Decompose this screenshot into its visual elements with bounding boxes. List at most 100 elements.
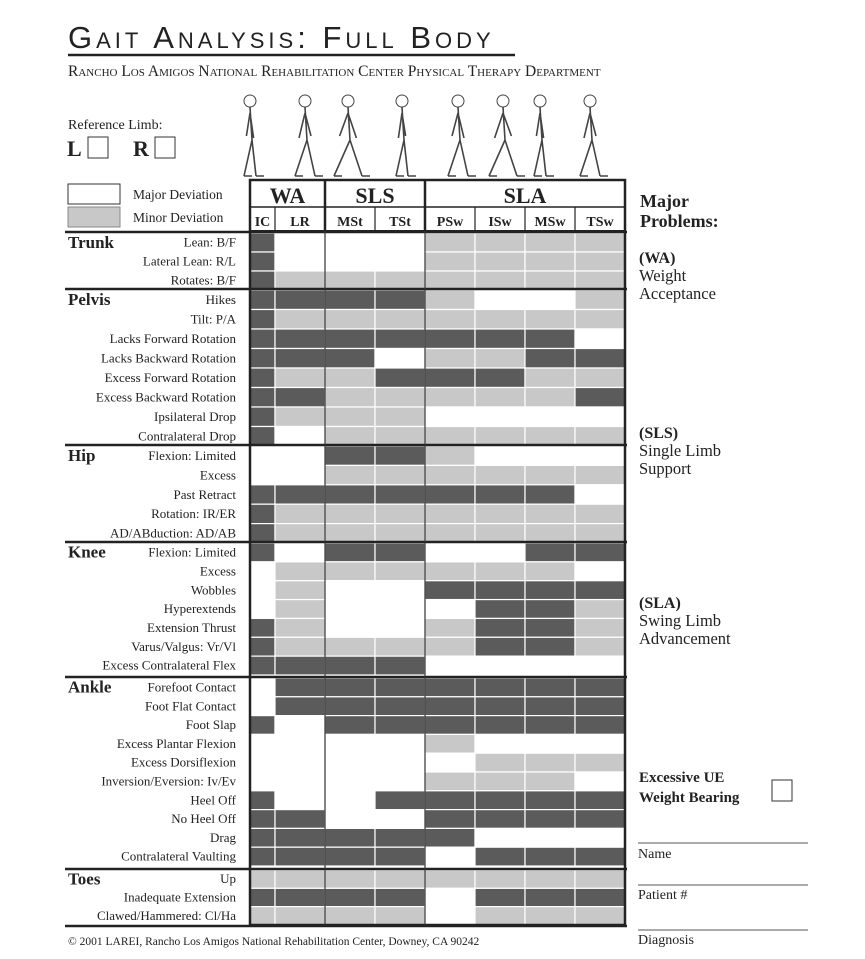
grid-cell[interactable] <box>274 522 326 544</box>
grid-cell[interactable] <box>424 289 476 311</box>
grid-cell[interactable] <box>524 887 576 908</box>
grid-cell[interactable] <box>324 677 376 698</box>
grid-cell[interactable] <box>374 636 426 657</box>
grid-cell[interactable] <box>474 561 526 582</box>
grid-cell[interactable] <box>274 696 326 717</box>
grid-cell[interactable] <box>424 677 476 698</box>
grid-cell[interactable] <box>574 617 626 638</box>
grid-cell[interactable] <box>249 445 276 466</box>
grid-cell[interactable] <box>374 887 426 908</box>
grid-cell[interactable] <box>324 328 376 350</box>
grid-cell[interactable] <box>474 827 526 848</box>
grid-cell[interactable] <box>524 406 576 428</box>
grid-cell[interactable] <box>324 808 376 829</box>
grid-cell[interactable] <box>424 367 476 389</box>
grid-cell[interactable] <box>574 696 626 717</box>
grid-cell[interactable] <box>474 503 526 525</box>
grid-cell[interactable] <box>249 561 276 582</box>
grid-cell[interactable] <box>574 425 626 447</box>
grid-cell[interactable] <box>274 328 326 350</box>
grid-cell[interactable] <box>249 503 276 525</box>
grid-cell[interactable] <box>374 386 426 408</box>
grid-cell[interactable] <box>324 347 376 369</box>
grid-cell[interactable] <box>474 251 526 272</box>
grid-cell[interactable] <box>574 308 626 330</box>
grid-cell[interactable] <box>374 906 426 926</box>
grid-cell[interactable] <box>424 232 476 253</box>
grid-cell[interactable] <box>249 484 276 505</box>
grid-cell[interactable] <box>474 270 526 291</box>
grid-cell[interactable] <box>524 869 576 889</box>
grid-cell[interactable] <box>524 906 576 926</box>
grid-cell[interactable] <box>524 771 576 792</box>
grid-cell[interactable] <box>524 289 576 311</box>
grid-cell[interactable] <box>574 386 626 408</box>
grid-cell[interactable] <box>249 251 276 272</box>
grid-cell[interactable] <box>474 808 526 829</box>
grid-cell[interactable] <box>424 386 476 408</box>
grid-cell[interactable] <box>249 636 276 657</box>
grid-cell[interactable] <box>274 464 326 486</box>
grid-cell[interactable] <box>574 677 626 698</box>
grid-cell[interactable] <box>524 752 576 773</box>
grid-cell[interactable] <box>474 289 526 311</box>
grid-cell[interactable] <box>274 714 326 735</box>
grid-cell[interactable] <box>574 580 626 601</box>
grid-cell[interactable] <box>474 406 526 428</box>
grid-cell[interactable] <box>324 771 376 792</box>
grid-cell[interactable] <box>574 484 626 505</box>
grid-cell[interactable] <box>324 406 376 428</box>
grid-cell[interactable] <box>574 270 626 291</box>
grid-cell[interactable] <box>574 808 626 829</box>
grid-cell[interactable] <box>574 598 626 620</box>
grid-cell[interactable] <box>474 887 526 908</box>
grid-cell[interactable] <box>249 771 276 792</box>
ref-left-box[interactable] <box>87 136 109 159</box>
grid-cell[interactable] <box>474 580 526 601</box>
grid-cell[interactable] <box>524 677 576 698</box>
grid-cell[interactable] <box>374 790 426 811</box>
grid-cell[interactable] <box>374 808 426 829</box>
grid-cell[interactable] <box>249 347 276 369</box>
grid-cell[interactable] <box>524 580 576 601</box>
grid-cell[interactable] <box>249 696 276 717</box>
grid-cell[interactable] <box>374 347 426 369</box>
grid-cell[interactable] <box>524 445 576 466</box>
grid-cell[interactable] <box>424 328 476 350</box>
grid-cell[interactable] <box>324 445 376 466</box>
grid-cell[interactable] <box>374 869 426 889</box>
grid-cell[interactable] <box>574 347 626 369</box>
grid-cell[interactable] <box>324 906 376 926</box>
grid-cell[interactable] <box>324 425 376 447</box>
grid-cell[interactable] <box>374 328 426 350</box>
grid-cell[interactable] <box>324 522 376 544</box>
grid-cell[interactable] <box>374 308 426 330</box>
grid-cell[interactable] <box>424 580 476 601</box>
grid-cell[interactable] <box>424 617 476 638</box>
grid-cell[interactable] <box>424 906 476 926</box>
grid-cell[interactable] <box>374 406 426 428</box>
grid-cell[interactable] <box>574 827 626 848</box>
grid-cell[interactable] <box>574 367 626 389</box>
grid-cell[interactable] <box>249 598 276 620</box>
grid-cell[interactable] <box>274 752 326 773</box>
grid-cell[interactable] <box>474 464 526 486</box>
grid-cell[interactable] <box>324 714 376 735</box>
grid-cell[interactable] <box>374 425 426 447</box>
grid-cell[interactable] <box>324 846 376 867</box>
grid-cell[interactable] <box>474 367 526 389</box>
grid-cell[interactable] <box>324 752 376 773</box>
grid-cell[interactable] <box>324 542 376 563</box>
grid-cell[interactable] <box>249 714 276 735</box>
grid-cell[interactable] <box>374 464 426 486</box>
grid-cell[interactable] <box>274 232 326 253</box>
grid-cell[interactable] <box>274 906 326 926</box>
grid-cell[interactable] <box>249 752 276 773</box>
grid-cell[interactable] <box>324 251 376 272</box>
grid-cell[interactable] <box>249 580 276 601</box>
grid-cell[interactable] <box>424 270 476 291</box>
grid-cell[interactable] <box>249 655 276 676</box>
grid-cell[interactable] <box>424 846 476 867</box>
grid-cell[interactable] <box>374 503 426 525</box>
grid-cell[interactable] <box>474 733 526 754</box>
